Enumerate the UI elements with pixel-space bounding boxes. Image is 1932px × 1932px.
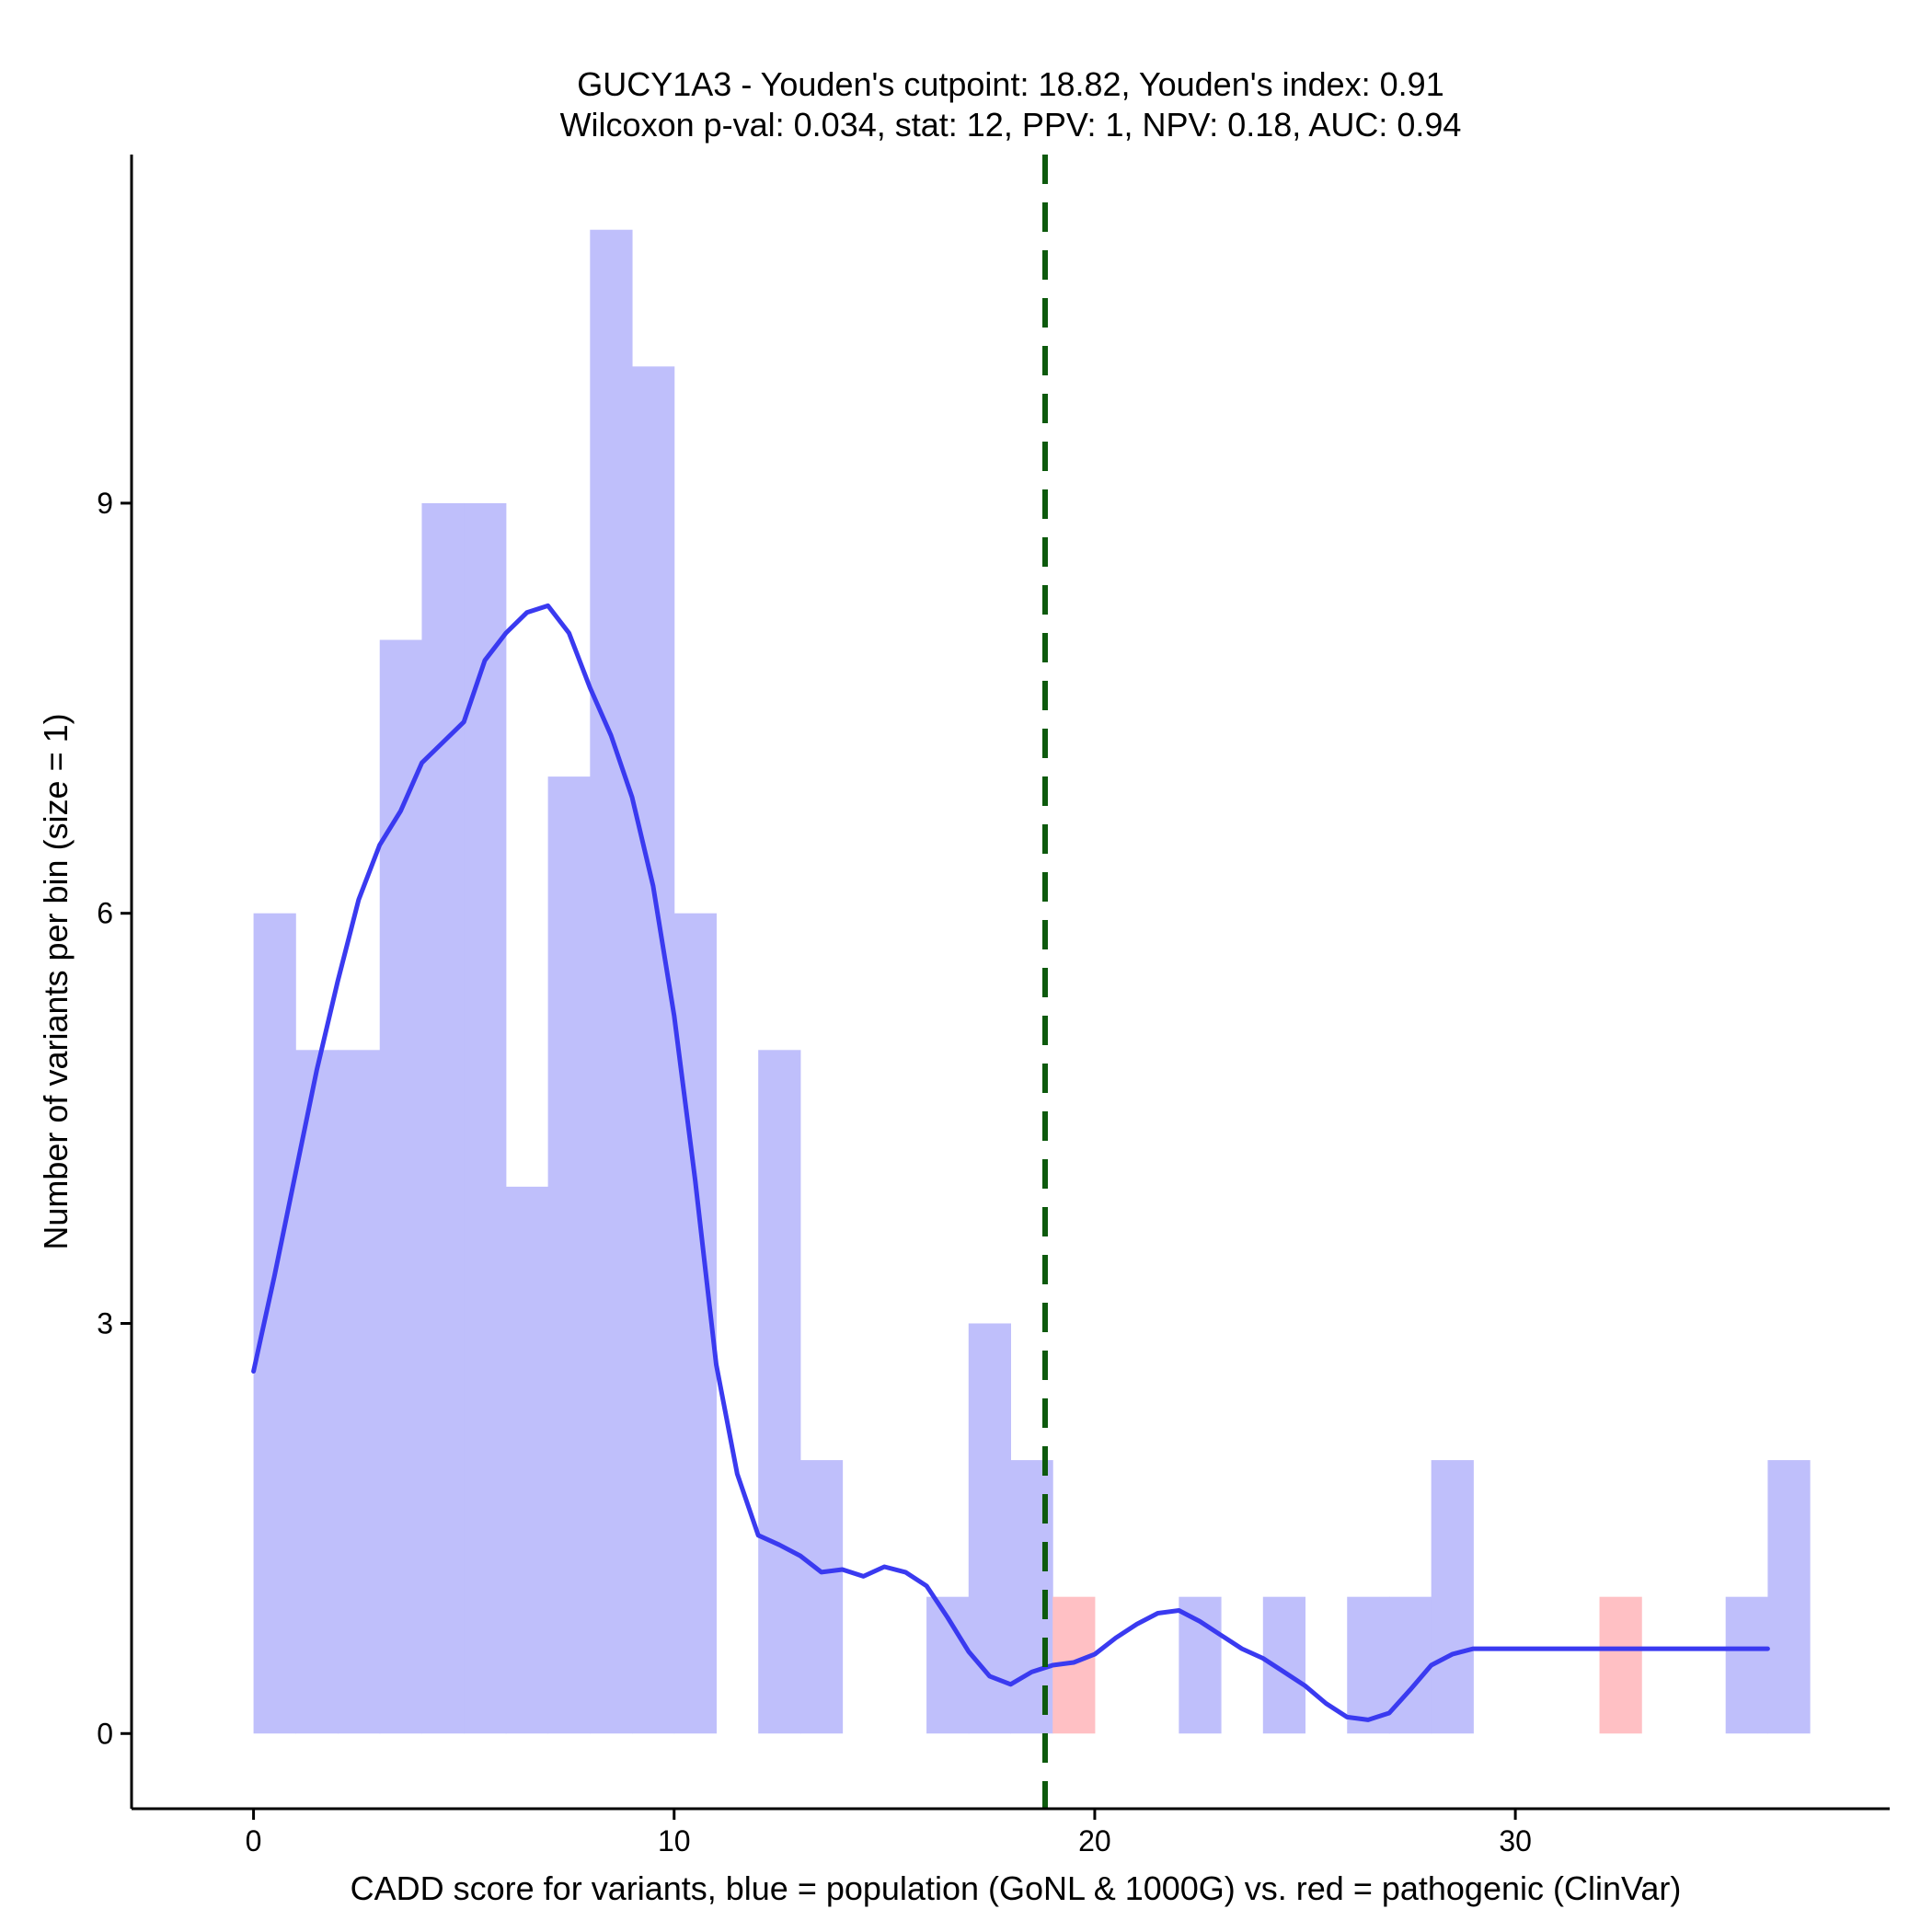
population-bar <box>1388 1596 1432 1734</box>
y-tick-label: 0 <box>97 1717 113 1750</box>
population-bar <box>379 639 422 1734</box>
x-axis-ticks: 0 10 20 30 <box>246 1809 1532 1857</box>
density-curve <box>251 603 1770 1722</box>
population-bar <box>968 1323 1011 1734</box>
x-tick-label: 20 <box>1078 1824 1111 1857</box>
y-tick-label: 6 <box>97 897 113 930</box>
population-bar <box>590 229 633 1734</box>
population-bar <box>421 502 465 1734</box>
population-bar <box>338 1050 381 1734</box>
y-axis-ticks: 0 3 6 9 <box>97 487 132 1750</box>
population-bar <box>253 913 296 1734</box>
x-tick-label: 10 <box>658 1824 691 1857</box>
population-bar <box>758 1050 801 1734</box>
y-tick-label: 3 <box>97 1306 113 1340</box>
population-bar <box>632 366 675 1734</box>
x-tick-label: 30 <box>1499 1824 1532 1857</box>
population-bar <box>1767 1460 1811 1734</box>
population-bar <box>1725 1596 1768 1734</box>
x-tick-label: 0 <box>246 1824 262 1857</box>
pathogenic-bar <box>1599 1596 1642 1734</box>
population-bar <box>1347 1596 1390 1734</box>
chart-title-line-1: GUCY1A3 - Youden's cutpoint: 18.82, Youd… <box>577 65 1443 103</box>
population-bar <box>547 776 591 1734</box>
y-tick-label: 9 <box>97 487 113 520</box>
pathogenic-bars <box>1052 1596 1642 1734</box>
population-bar <box>505 1186 549 1734</box>
population-bars <box>253 229 1811 1734</box>
population-bar <box>295 1050 339 1734</box>
population-bar <box>464 502 507 1734</box>
x-axis-label: CADD score for variants, blue = populati… <box>351 1869 1682 1907</box>
y-axis-label: Number of variants per bin (size = 1) <box>37 713 75 1249</box>
population-bar <box>799 1460 844 1734</box>
population-bar <box>1179 1596 1222 1734</box>
chart-title-line-2: Wilcoxon p-val: 0.034, stat: 12, PPV: 1,… <box>560 106 1462 144</box>
population-bar <box>1431 1460 1474 1734</box>
